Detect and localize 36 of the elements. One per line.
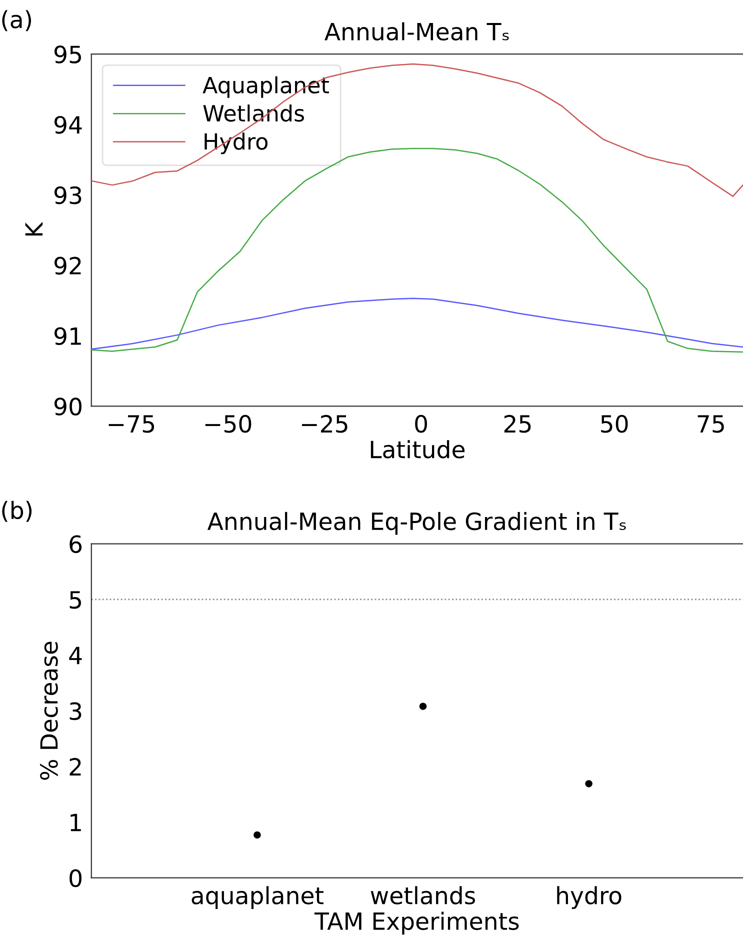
y-tick-label: 0 bbox=[70, 869, 82, 888]
y-tick-label: 95 bbox=[54, 46, 81, 64]
x-tick-label: −25 bbox=[302, 414, 348, 433]
y-tick-label: 6 bbox=[70, 535, 82, 554]
y-tick-label: 1 bbox=[70, 814, 81, 832]
y-axis-title: % Decrease bbox=[40, 642, 58, 780]
point bbox=[585, 780, 592, 788]
x-tick-label: 75 bbox=[698, 415, 724, 433]
x-tick-label: −75 bbox=[108, 415, 154, 433]
y-tick-label: 2 bbox=[70, 758, 81, 776]
text: (a) bbox=[2, 10, 32, 32]
y-tick-label: 4 bbox=[69, 646, 82, 664]
x-tick-label: aquaplanet bbox=[192, 886, 324, 910]
y-tick-label: 91 bbox=[54, 327, 81, 346]
chart-title: Annual-Mean Tₛ bbox=[324, 22, 509, 41]
y-tick-label: 93 bbox=[54, 186, 82, 204]
line-series bbox=[91, 63, 743, 197]
x-tick-label: −50 bbox=[205, 414, 252, 433]
x-axis-title: TAM Experiments bbox=[314, 912, 519, 935]
y-tick-label: 3 bbox=[70, 702, 82, 720]
y-tick-label: 5 bbox=[70, 591, 81, 609]
x-tick-label: hydro bbox=[557, 886, 622, 910]
y-tick-label: 90 bbox=[54, 398, 82, 416]
x-tick-label: 25 bbox=[504, 414, 531, 433]
y-axis-title: K bbox=[25, 222, 43, 236]
point bbox=[419, 702, 427, 710]
point bbox=[254, 831, 261, 839]
line-series bbox=[91, 298, 743, 350]
x-axis-title: Latitude bbox=[370, 440, 465, 458]
chart-title: Annual-Mean Eq-Pole Gradient in Tₛ bbox=[207, 512, 626, 535]
x-tick-label: 50 bbox=[601, 414, 628, 433]
x-tick-label: 0 bbox=[415, 414, 428, 433]
y-tick-label: 94 bbox=[54, 116, 82, 134]
y-tick-label: 92 bbox=[54, 256, 81, 275]
x-tick-label: wetlands bbox=[370, 886, 476, 904]
text: (b) bbox=[2, 500, 32, 522]
